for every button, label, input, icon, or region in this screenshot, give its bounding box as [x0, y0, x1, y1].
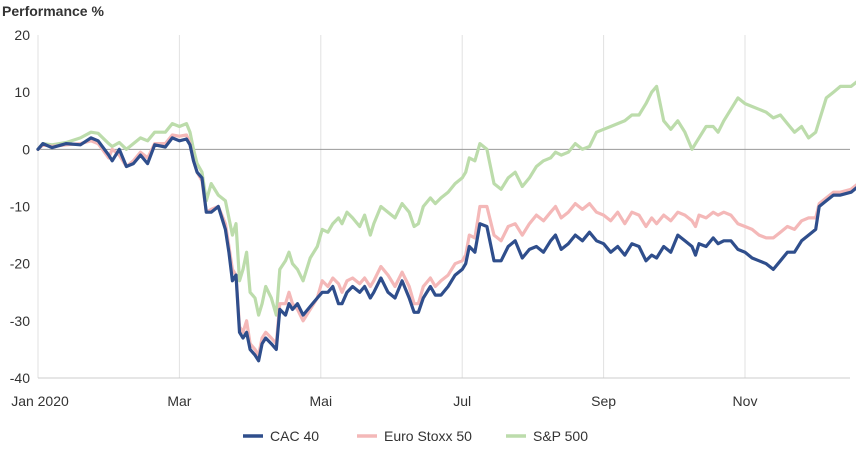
y-axis-ticks: 20 10 0 -10 -20 -30 -40 [10, 27, 30, 386]
legend-item: CAC 40 [243, 428, 319, 444]
series-lines [36, 80, 856, 363]
y-tick-label: -30 [10, 313, 30, 329]
x-tick-label: Mar [167, 393, 191, 409]
y-tick-label: 20 [14, 27, 30, 43]
x-tick-label: Mai [310, 393, 333, 409]
legend-item: S&P 500 [506, 428, 588, 444]
x-tick-label: Sep [591, 393, 616, 409]
y-axis-title: Performance % [2, 3, 104, 19]
grid-lines [37, 35, 850, 379]
legend-label: Euro Stoxx 50 [384, 428, 472, 444]
y-tick-label: 0 [22, 141, 30, 157]
legend: CAC 40 Euro Stoxx 50 S&P 500 [243, 428, 588, 444]
x-tick-label: Nov [733, 393, 758, 409]
legend-label: CAC 40 [270, 428, 319, 444]
legend-label: S&P 500 [533, 428, 588, 444]
y-tick-label: -20 [10, 256, 30, 272]
series-line-0 [36, 136, 856, 363]
y-tick-label: -40 [10, 370, 30, 386]
y-tick-label: -10 [10, 199, 30, 215]
series-line-2 [36, 80, 856, 317]
x-tick-label: Jan 2020 [11, 393, 69, 409]
x-tick-label: Jul [453, 393, 471, 409]
legend-item: Euro Stoxx 50 [357, 428, 472, 444]
x-axis-ticks: Jan 2020 Mar Mai Jul Sep Nov [11, 393, 757, 409]
y-tick-label: 10 [14, 84, 30, 100]
